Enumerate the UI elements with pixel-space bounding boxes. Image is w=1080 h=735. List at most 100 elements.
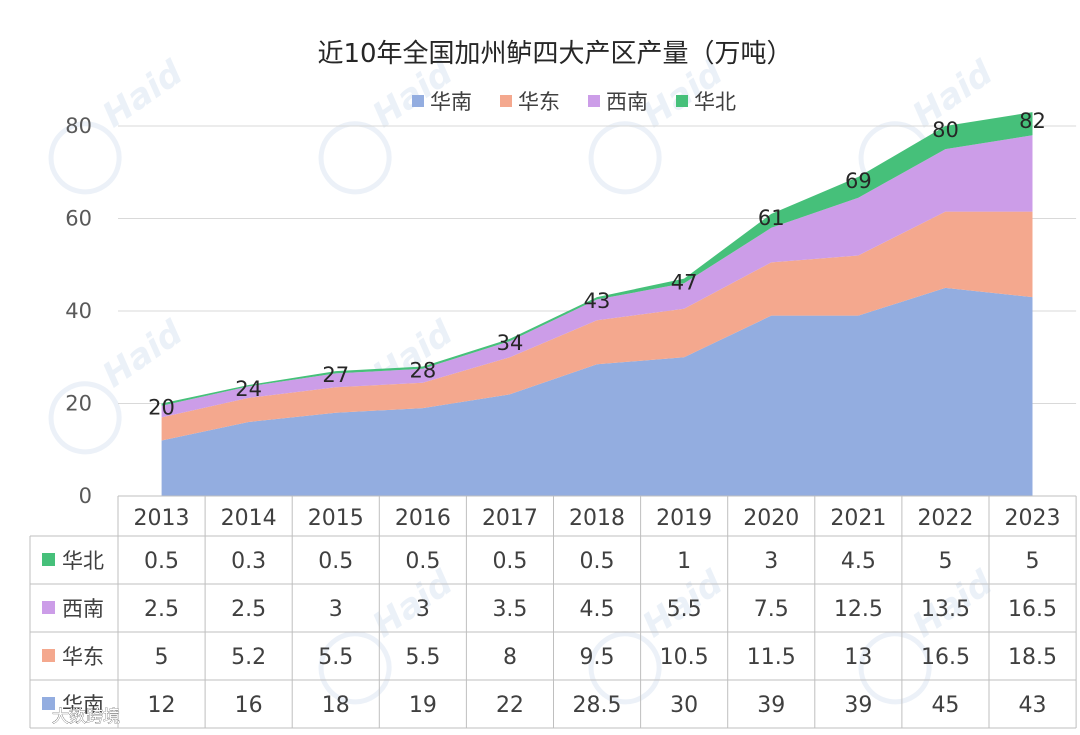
total-label: 61 <box>758 206 785 230</box>
table-cell: 8 <box>503 645 517 670</box>
table-cell: 3 <box>764 549 778 574</box>
x-tick-label: 2022 <box>917 506 973 531</box>
table-cell: 0.5 <box>144 549 179 574</box>
row-label: 华北 <box>62 549 104 573</box>
table-cell: 9.5 <box>580 645 615 670</box>
total-data-labels: 20 24 27 28 34 43 47 61 69 80 82 <box>148 109 1046 420</box>
x-tick-label: 2023 <box>1005 506 1061 531</box>
footer-watermark-text: 大数跨境 <box>52 707 120 727</box>
table-cell: 16.5 <box>1008 597 1057 622</box>
y-tick-label: 20 <box>65 392 92 416</box>
total-label: 43 <box>584 289 611 313</box>
area-series <box>161 112 1033 496</box>
y-tick-label: 60 <box>65 207 92 231</box>
table-cell: 30 <box>670 693 698 718</box>
x-tick-label: 2016 <box>395 506 451 531</box>
x-tick-label: 2015 <box>308 506 364 531</box>
legend-key-华北 <box>42 553 55 566</box>
table-cell: 5.5 <box>405 645 440 670</box>
legend-key-华东 <box>42 649 55 662</box>
total-label: 69 <box>845 169 872 193</box>
table-cell: 16 <box>235 693 263 718</box>
table-cell: 5 <box>1026 549 1040 574</box>
table-cell: 4.5 <box>841 549 876 574</box>
total-label: 27 <box>322 363 349 387</box>
table-cell: 3 <box>329 597 343 622</box>
table-cell: 13 <box>844 645 872 670</box>
x-tick-label: 2019 <box>656 506 712 531</box>
table-cell: 1 <box>677 549 691 574</box>
table-cell: 2.5 <box>144 597 179 622</box>
table-cell: 5.5 <box>318 645 353 670</box>
legend-swatch-西南 <box>588 95 600 107</box>
area-华东 <box>161 211 1033 441</box>
table-cell: 0.5 <box>405 549 440 574</box>
watermark-text: Haid <box>95 312 190 395</box>
row-label: 华南 <box>62 693 104 717</box>
y-tick-label: 0 <box>79 484 92 508</box>
area-华北 <box>161 112 1033 406</box>
area-西南 <box>161 135 1033 418</box>
x-tick-label: 2018 <box>569 506 625 531</box>
table-cell: 10.5 <box>660 645 709 670</box>
table-cell: 0.5 <box>318 549 353 574</box>
legend-label: 西南 <box>606 90 648 114</box>
x-tick-label: 2021 <box>830 506 886 531</box>
table-cell: 12.5 <box>834 597 883 622</box>
table-cell: 39 <box>844 693 872 718</box>
row-label: 西南 <box>62 597 104 621</box>
table-cell: 0.5 <box>580 549 615 574</box>
legend-label: 华北 <box>694 90 736 114</box>
x-tick-label: 2014 <box>221 506 277 531</box>
table-cell: 28.5 <box>573 693 622 718</box>
legend-key-华南 <box>42 697 55 710</box>
table-cell: 5.2 <box>231 645 266 670</box>
table-cell: 7.5 <box>754 597 789 622</box>
legend-swatch-华北 <box>676 95 688 107</box>
table-cell: 5 <box>938 549 952 574</box>
watermark-circle-icon <box>858 631 932 705</box>
x-tick-label: 2020 <box>743 506 799 531</box>
table-cell: 11.5 <box>747 645 796 670</box>
table-cell: 13.5 <box>921 597 970 622</box>
table-cell: 12 <box>148 693 176 718</box>
row-label: 华东 <box>62 645 104 669</box>
table-cell: 4.5 <box>580 597 615 622</box>
table-cell: 43 <box>1019 693 1047 718</box>
legend-label: 华南 <box>430 90 472 114</box>
legend-swatch-华南 <box>412 95 424 107</box>
y-tick-label: 80 <box>65 114 92 138</box>
y-tick-label: 40 <box>65 299 92 323</box>
watermark-logo: Haid <box>318 52 461 195</box>
table-cell: 19 <box>409 693 437 718</box>
legend-key-西南 <box>42 601 55 614</box>
table-cell: 5.5 <box>667 597 702 622</box>
table-cell: 22 <box>496 693 524 718</box>
table-cell: 2.5 <box>231 597 266 622</box>
x-tick-label: 2017 <box>482 506 538 531</box>
total-label: 82 <box>1019 109 1046 133</box>
total-label: 28 <box>409 359 436 383</box>
total-label: 47 <box>671 271 698 295</box>
x-tick-label: 2013 <box>134 506 190 531</box>
watermark-logo: Haid <box>48 52 191 195</box>
watermark-circle-icon <box>318 121 392 195</box>
legend-swatch-华东 <box>500 95 512 107</box>
total-label: 20 <box>148 396 175 420</box>
table-cell: 45 <box>931 693 959 718</box>
table-cell: 3 <box>416 597 430 622</box>
watermark-logo: Haid <box>588 52 731 195</box>
table-cell: 18.5 <box>1008 645 1057 670</box>
watermark-circle-icon <box>48 121 122 195</box>
legend: 华南 华东 西南 华北 <box>412 90 736 114</box>
y-axis: 0 20 40 60 80 <box>65 114 92 508</box>
table-cell: 0.5 <box>492 549 527 574</box>
total-label: 34 <box>497 331 524 355</box>
table-cell: 16.5 <box>921 645 970 670</box>
data-table: 2013 2014 2015 2016 2017 2018 2019 2020 2021 2022… <box>29 495 1077 729</box>
table-cell: 3.5 <box>492 597 527 622</box>
watermark-text: Haid <box>95 52 190 135</box>
watermark-circle-icon <box>588 631 662 705</box>
watermark-circle-icon <box>318 631 392 705</box>
